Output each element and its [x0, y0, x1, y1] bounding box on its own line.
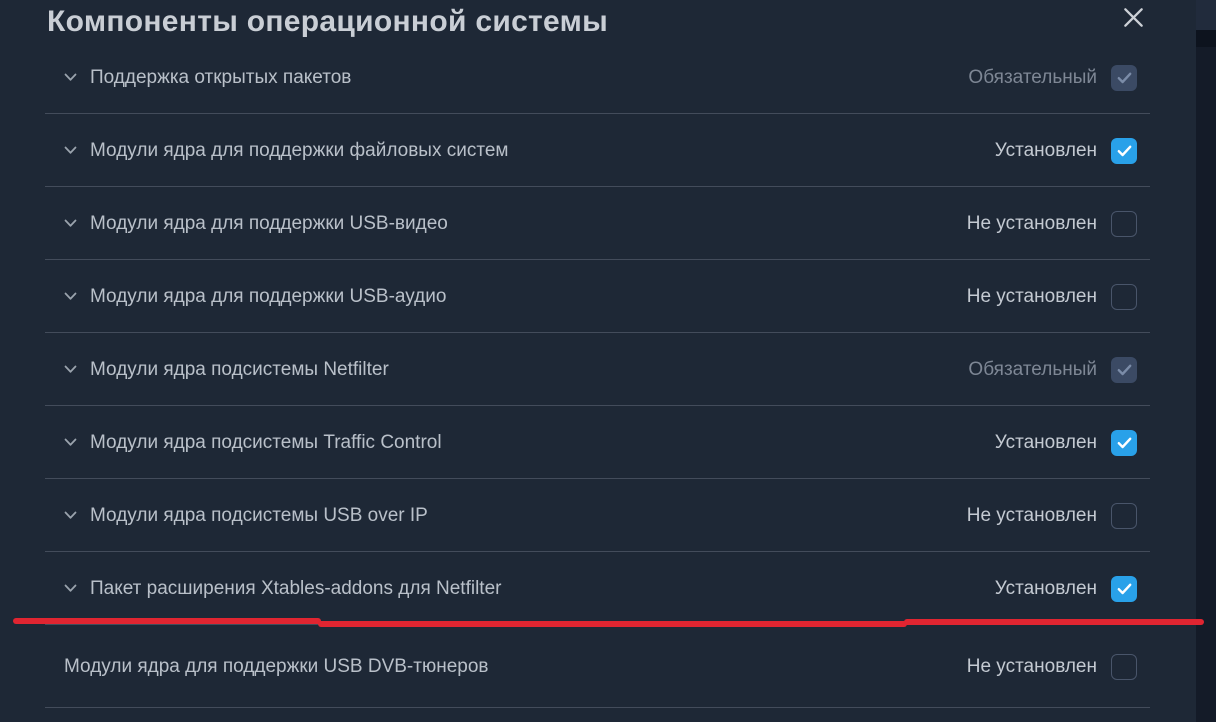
component-label: Модули ядра подсистемы Netfilter [90, 358, 389, 380]
chevron-down-icon[interactable] [64, 73, 77, 82]
component-checkbox[interactable] [1111, 64, 1137, 91]
component-row[interactable]: Модули ядра подсистемы Netfilter Обязател… [0, 333, 1216, 406]
chevron-down-icon[interactable] [64, 219, 77, 228]
scrollbar-track[interactable] [1196, 0, 1216, 722]
component-status: Установлен [994, 139, 1097, 161]
component-status-group: Обязательный [968, 64, 1137, 91]
component-status: Обязательный [968, 358, 1097, 380]
chevron-down-icon[interactable] [64, 292, 77, 301]
component-row[interactable]: Модули ядра подсистемы Traffic Control Ус… [0, 406, 1216, 479]
chevron-down-icon[interactable] [64, 146, 77, 155]
component-list: Поддержка открытых пакетов Обязательный Мо… [0, 41, 1216, 708]
annotation-red-underline [13, 618, 321, 624]
chevron-down-icon[interactable] [64, 365, 77, 374]
component-status-group: Установлен [994, 137, 1137, 164]
chevron-down-icon[interactable] [64, 584, 77, 593]
page-title: Компоненты операционной системы [47, 5, 609, 38]
component-label: Модули ядра подсистемы Traffic Control [90, 431, 442, 453]
component-checkbox[interactable] [1111, 575, 1137, 602]
component-row[interactable]: Модули ядра для поддержки USB DVB-тюнеро… [0, 625, 1216, 708]
annotation-red-underline [904, 619, 1204, 625]
component-label: Модули ядра для поддержки USB-аудио [90, 285, 447, 307]
scrollbar-notch [1196, 30, 1216, 47]
component-status: Установлен [994, 431, 1097, 453]
component-row[interactable]: Модули ядра для поддержки USB-видео Не ус… [0, 187, 1216, 260]
chevron-down-icon[interactable] [64, 438, 77, 447]
component-status-group: Не установлен [966, 653, 1137, 680]
component-label: Модули ядра для поддержки файловых систе… [90, 139, 509, 161]
component-row[interactable]: Модули ядра для поддержки файловых систе… [0, 114, 1216, 187]
component-status: Не установлен [966, 285, 1097, 307]
component-status: Установлен [994, 577, 1097, 599]
annotation-red-underline [318, 621, 907, 627]
chevron-down-icon[interactable] [64, 511, 77, 520]
component-checkbox[interactable] [1111, 356, 1137, 383]
component-checkbox[interactable] [1111, 429, 1137, 456]
component-row[interactable]: Модули ядра для поддержки USB-аудио Не ус… [0, 260, 1216, 333]
component-status: Не установлен [966, 655, 1097, 677]
component-checkbox[interactable] [1111, 283, 1137, 310]
component-checkbox[interactable] [1111, 137, 1137, 164]
component-checkbox[interactable] [1111, 210, 1137, 237]
close-icon [1121, 5, 1146, 30]
component-row[interactable]: Модули ядра подсистемы USB over IP Не уст… [0, 479, 1216, 552]
scrollbar-thumb[interactable] [1196, 0, 1216, 30]
close-button[interactable] [1120, 4, 1147, 31]
component-row[interactable]: Пакет расширения Xtables-addons для Netf… [0, 552, 1216, 625]
component-status: Не установлен [966, 504, 1097, 526]
component-checkbox[interactable] [1111, 502, 1137, 529]
component-status-group: Не установлен [966, 283, 1137, 310]
component-status: Не установлен [966, 212, 1097, 234]
component-label: Поддержка открытых пакетов [90, 66, 352, 88]
component-label: Модули ядра подсистемы USB over IP [90, 504, 428, 526]
component-label: Модули ядра для поддержки USB DVB-тюнеро… [64, 655, 489, 677]
component-label: Модули ядра для поддержки USB-видео [90, 212, 448, 234]
component-status-group: Не установлен [966, 502, 1137, 529]
component-label: Пакет расширения Xtables-addons для Netf… [90, 577, 502, 599]
component-status: Обязательный [968, 66, 1097, 88]
component-status-group: Установлен [994, 575, 1137, 602]
component-status-group: Обязательный [968, 356, 1137, 383]
component-status-group: Установлен [994, 429, 1137, 456]
component-status-group: Не установлен [966, 210, 1137, 237]
component-checkbox[interactable] [1111, 653, 1137, 680]
component-row[interactable]: Поддержка открытых пакетов Обязательный [0, 41, 1216, 114]
